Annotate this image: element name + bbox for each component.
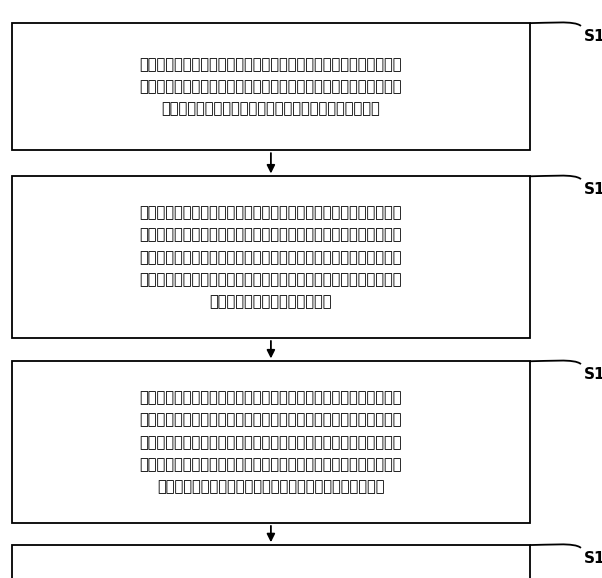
FancyBboxPatch shape (12, 545, 530, 578)
Text: S103: S103 (584, 367, 602, 382)
Text: S104: S104 (584, 551, 602, 566)
Text: S102: S102 (584, 182, 602, 197)
FancyBboxPatch shape (12, 361, 530, 523)
Text: S101: S101 (584, 29, 602, 44)
Text: 在预设的数据采集时间内，改变检测屏幕的显示内容，同时以相同的
预设帧率分别获取待识别对象的多张眼部图像及所述检测屏幕的多张
显示内容图像，其中，所述眼部图像为校: 在预设的数据采集时间内，改变检测屏幕的显示内容，同时以相同的 预设帧率分别获取待… (140, 57, 402, 116)
FancyBboxPatch shape (12, 23, 530, 150)
Text: 将获取到的每一张眼部图像输入至预先训练好的时序神经网络模型，
得到每一张眼部图像对应的眼部特征向量，按照每个眼部特征向量对
应的采集时间顺序，将多个眼部特征向量: 将获取到的每一张眼部图像输入至预先训练好的时序神经网络模型， 得到每一张眼部图像… (140, 205, 402, 309)
FancyBboxPatch shape (12, 176, 530, 338)
Text: 将获取到的每一张显示内容图像输入至预先训练好的时序神经网络模
型，得到每一张显示内容图像对应的显示内容特征向量，按照每个显
示内容特征向量对应的采集时间顺序，将: 将获取到的每一张显示内容图像输入至预先训练好的时序神经网络模 型，得到每一张显示… (140, 390, 402, 494)
